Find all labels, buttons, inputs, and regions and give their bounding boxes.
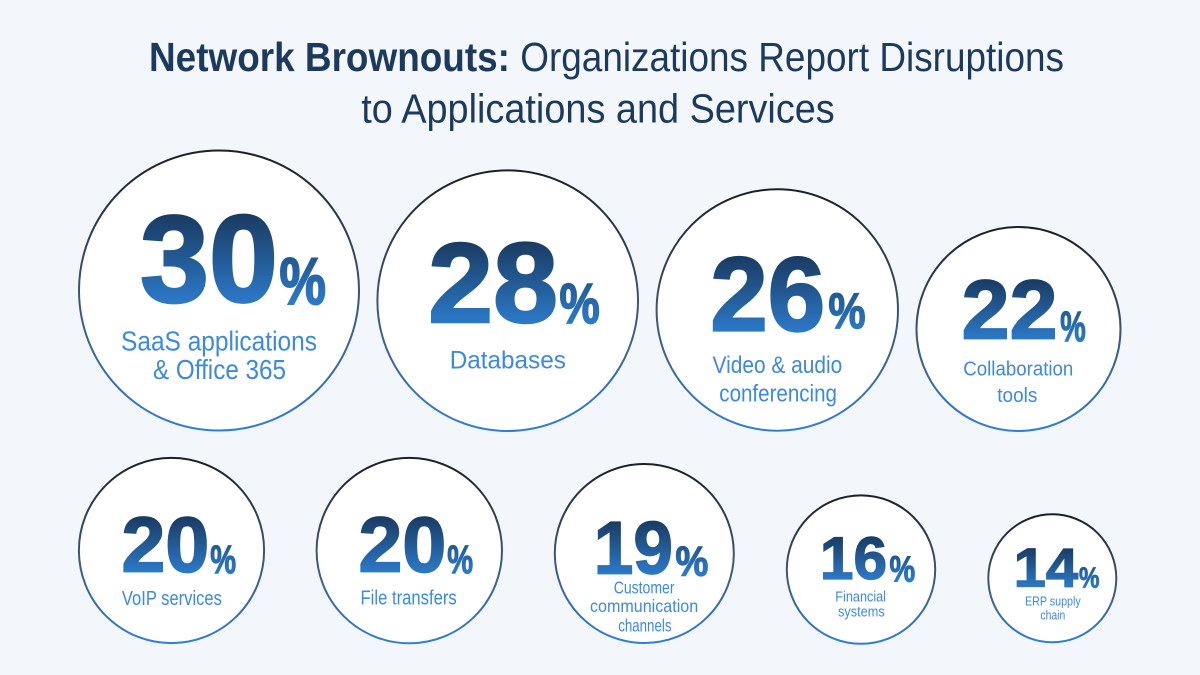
svg-text:28: 28 xyxy=(428,220,558,347)
svg-text:communication: communication xyxy=(590,596,698,616)
svg-text:30: 30 xyxy=(140,192,278,329)
svg-text:Financial: Financial xyxy=(835,589,886,605)
svg-text:Video & audio: Video & audio xyxy=(713,352,843,379)
svg-text:systems: systems xyxy=(838,605,885,621)
svg-text:conferencing: conferencing xyxy=(719,380,837,407)
svg-text:Databases: Databases xyxy=(450,347,566,375)
svg-text:%: % xyxy=(1060,303,1086,351)
svg-text:Customer: Customer xyxy=(614,577,675,597)
svg-text:File transfers: File transfers xyxy=(361,588,457,610)
svg-text:Network Brownouts: Organizatio: Network Brownouts: Organizations Report … xyxy=(149,34,1064,80)
svg-text:channels: channels xyxy=(618,615,671,635)
svg-text:%: % xyxy=(1079,563,1100,595)
svg-text:%: % xyxy=(829,283,866,339)
svg-text:20: 20 xyxy=(122,503,210,589)
svg-text:%: % xyxy=(210,538,236,582)
svg-text:VoIP services: VoIP services xyxy=(122,588,222,610)
svg-text:%: % xyxy=(890,548,916,589)
svg-text:to Applications and Services: to Applications and Services xyxy=(361,86,835,132)
svg-text:%: % xyxy=(447,538,473,582)
svg-text:chain: chain xyxy=(1040,608,1065,623)
svg-text:19: 19 xyxy=(594,506,673,589)
svg-text:22: 22 xyxy=(962,263,1058,357)
svg-text:14: 14 xyxy=(1014,536,1079,598)
svg-text:%: % xyxy=(560,272,600,335)
svg-text:16: 16 xyxy=(820,525,887,592)
svg-text:ERP supply: ERP supply xyxy=(1025,593,1081,608)
svg-text:26: 26 xyxy=(710,237,825,354)
svg-text:Collaboration: Collaboration xyxy=(963,358,1073,380)
svg-text:& Office 365: & Office 365 xyxy=(153,354,286,385)
svg-text:%: % xyxy=(280,245,326,318)
svg-text:tools: tools xyxy=(997,385,1037,407)
svg-text:%: % xyxy=(676,538,709,585)
svg-text:SaaS applications: SaaS applications xyxy=(121,326,317,357)
svg-text:20: 20 xyxy=(359,503,447,589)
